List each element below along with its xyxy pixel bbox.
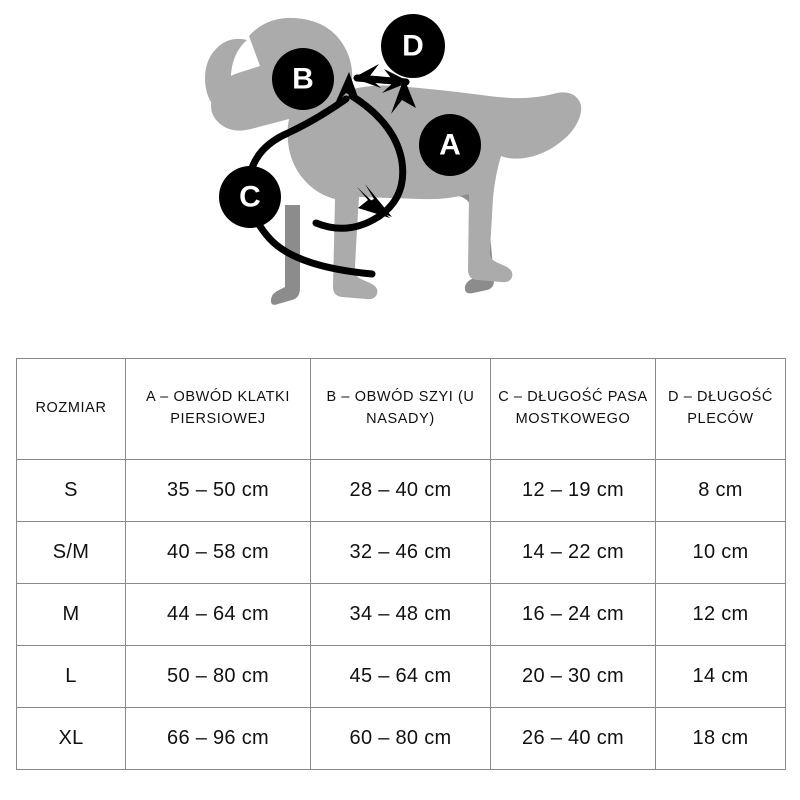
- cell-size: XL: [16, 707, 126, 770]
- table-header: ROZMIAR A – OBWÓD KLATKI PIERSIOWEJ B – …: [16, 358, 786, 460]
- cell-sternum-strap: 12 – 19 cm: [490, 459, 656, 522]
- badge-a-label: A: [439, 129, 461, 162]
- cell-back-length: 18 cm: [655, 707, 786, 770]
- badge-c: C: [219, 166, 281, 228]
- column-header-chest: A – OBWÓD KLATKI PIERSIOWEJ: [125, 358, 311, 460]
- arrow-heads: [334, 64, 416, 218]
- cell-chest: 44 – 64 cm: [125, 583, 311, 646]
- cell-back-length: 14 cm: [655, 645, 786, 708]
- table-row: S/M 40 – 58 cm 32 – 46 cm 14 – 22 cm 10 …: [16, 521, 786, 584]
- badge-d-label: D: [402, 30, 424, 63]
- cell-back-length: 12 cm: [655, 583, 786, 646]
- cell-chest: 66 – 96 cm: [125, 707, 311, 770]
- badge-c-circle: [219, 166, 281, 228]
- cell-neck: 60 – 80 cm: [310, 707, 491, 770]
- badge-b: B: [272, 48, 334, 110]
- cell-back-length: 8 cm: [655, 459, 786, 522]
- cell-chest: 40 – 58 cm: [125, 521, 311, 584]
- badge-d: D: [381, 14, 445, 78]
- badge-c-label: C: [239, 181, 261, 214]
- badge-b-label: B: [292, 63, 314, 96]
- cell-sternum-strap: 14 – 22 cm: [490, 521, 656, 584]
- badge-a-circle: [419, 114, 481, 176]
- cell-size: S/M: [16, 521, 126, 584]
- dog-measurement-illustration: A B C D: [0, 0, 800, 345]
- arrow-b-neck-girth: [246, 95, 350, 179]
- cell-size: L: [16, 645, 126, 708]
- cell-sternum-strap: 20 – 30 cm: [490, 645, 656, 708]
- badge-b-circle: [272, 48, 334, 110]
- table-header-row: ROZMIAR A – OBWÓD KLATKI PIERSIOWEJ B – …: [16, 358, 786, 460]
- arrow-a-chest-girth: [312, 92, 407, 232]
- cell-neck: 45 – 64 cm: [310, 645, 491, 708]
- badge-d-circle: [381, 14, 445, 78]
- cell-sternum-strap: 26 – 40 cm: [490, 707, 656, 770]
- cell-chest: 35 – 50 cm: [125, 459, 311, 522]
- cell-sternum-strap: 16 – 24 cm: [490, 583, 656, 646]
- cell-neck: 34 – 48 cm: [310, 583, 491, 646]
- size-table-container: ROZMIAR A – OBWÓD KLATKI PIERSIOWEJ B – …: [16, 358, 786, 770]
- cell-size: M: [16, 583, 126, 646]
- column-header-sternum-strap: C – DŁUGOŚĆ PASA MOSTKOWEGO: [490, 358, 656, 460]
- cell-chest: 50 – 80 cm: [125, 645, 311, 708]
- cell-size: S: [16, 459, 126, 522]
- table-row: M 44 – 64 cm 34 – 48 cm 16 – 24 cm 12 cm: [16, 583, 786, 646]
- column-header-neck: B – OBWÓD SZYI (U NASADY): [310, 358, 491, 460]
- table-body: S 35 – 50 cm 28 – 40 cm 12 – 19 cm 8 cm …: [16, 459, 786, 770]
- cell-back-length: 10 cm: [655, 521, 786, 584]
- size-chart-table: ROZMIAR A – OBWÓD KLATKI PIERSIOWEJ B – …: [16, 358, 786, 770]
- badge-a: A: [419, 114, 481, 176]
- cell-neck: 28 – 40 cm: [310, 459, 491, 522]
- table-row: L 50 – 80 cm 45 – 64 cm 20 – 30 cm 14 cm: [16, 645, 786, 708]
- column-header-size: ROZMIAR: [16, 358, 126, 460]
- column-header-back-length: D – DŁUGOŚĆ PLECÓW: [655, 358, 786, 460]
- table-row: S 35 – 50 cm 28 – 40 cm 12 – 19 cm 8 cm: [16, 459, 786, 522]
- dog-diagram-svg: A B C D: [205, 14, 582, 305]
- cell-neck: 32 – 46 cm: [310, 521, 491, 584]
- table-row: XL 66 – 96 cm 60 – 80 cm 26 – 40 cm 18 c…: [16, 707, 786, 770]
